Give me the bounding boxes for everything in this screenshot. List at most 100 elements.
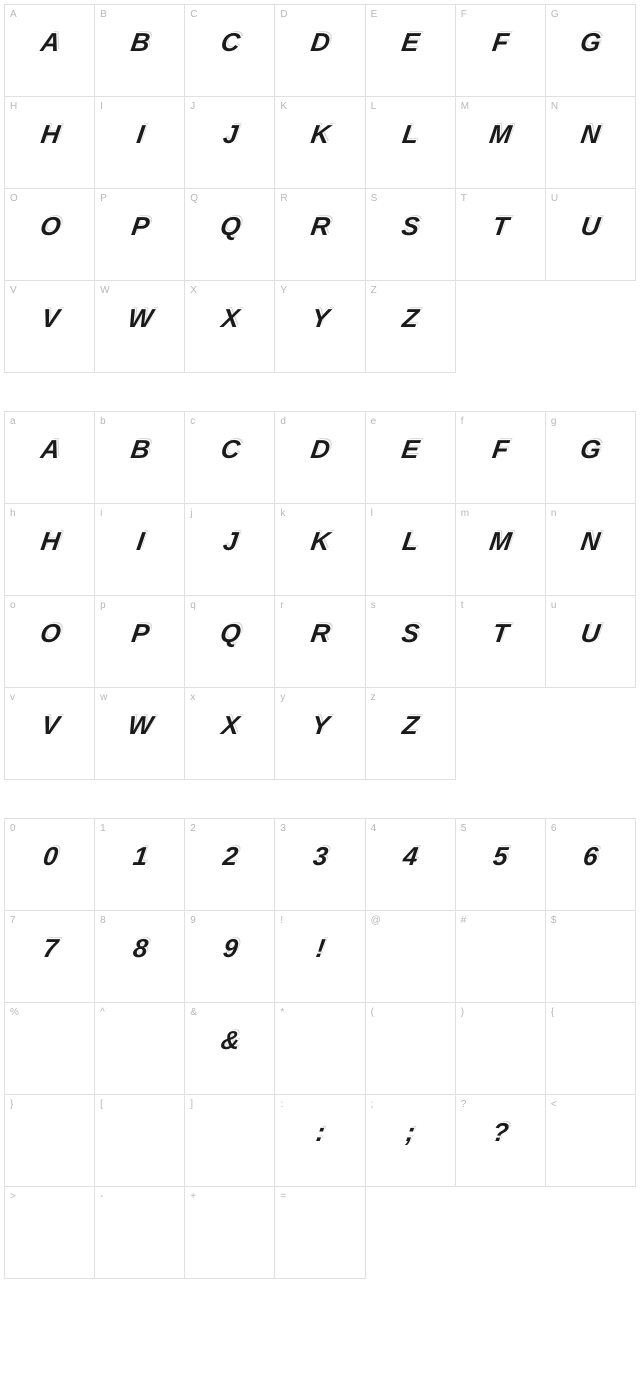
glyph-cell-glyph: K — [309, 119, 331, 150]
glyph-cell: PP — [95, 189, 185, 281]
glyph-cell-glyph: N — [579, 119, 601, 150]
glyph-cell-glyph: M — [488, 119, 513, 150]
glyph-cell: dD — [275, 412, 365, 504]
glyph-cell: jJ — [185, 504, 275, 596]
glyph-cell-label: w — [100, 692, 107, 703]
glyph-cell-label: P — [100, 193, 107, 204]
glyph-cell: < — [546, 1095, 636, 1187]
glyph-cell-glyph: M — [488, 526, 513, 557]
glyph-cell-label: D — [280, 9, 287, 20]
glyph-cell: AA — [5, 5, 95, 97]
glyph-cell-glyph: Z — [401, 710, 420, 741]
glyph-cell: $ — [546, 911, 636, 1003]
glyph-cell: bB — [95, 412, 185, 504]
glyph-cell-label: { — [551, 1007, 554, 1018]
glyph-cell-glyph: Z — [401, 303, 420, 334]
glyph-cell-glyph: ; — [404, 1117, 416, 1148]
glyph-cell: ) — [456, 1003, 546, 1095]
glyph-cell-label: a — [10, 416, 16, 427]
glyph-cell-glyph: 3 — [311, 841, 329, 872]
glyph-cell-label: * — [280, 1007, 284, 1018]
glyph-cell-label: = — [280, 1191, 286, 1202]
glyph-cell: ] — [185, 1095, 275, 1187]
glyph-cell-glyph: V — [39, 710, 60, 741]
glyph-cell: !! — [275, 911, 365, 1003]
glyph-cell: = — [275, 1187, 365, 1279]
glyph-cell: GG — [546, 5, 636, 97]
glyph-cell-label: r — [280, 600, 283, 611]
glyph-cell-glyph: 8 — [131, 933, 149, 964]
glyph-cell-glyph: C — [219, 434, 241, 465]
glyph-cell-label: ] — [190, 1099, 193, 1110]
glyph-cell-label: l — [371, 508, 373, 519]
glyph-cell-label: k — [280, 508, 285, 519]
glyph-cell: wW — [95, 688, 185, 780]
glyph-cell: kK — [275, 504, 365, 596]
glyph-cell-label: 9 — [190, 915, 196, 926]
glyph-cell: zZ — [366, 688, 456, 780]
glyph-cell: 33 — [275, 819, 365, 911]
glyph-cell-glyph: W — [126, 710, 154, 741]
glyph-cell-label: s — [371, 600, 376, 611]
glyph-cell-glyph: 1 — [131, 841, 149, 872]
glyph-cell: 77 — [5, 911, 95, 1003]
glyph-cell-label: m — [461, 508, 469, 519]
glyph-cell: lL — [366, 504, 456, 596]
glyph-cell-label: % — [10, 1007, 19, 1018]
glyph-cell: tT — [456, 596, 546, 688]
glyph-cell-label: o — [10, 600, 16, 611]
glyph-cell: hH — [5, 504, 95, 596]
glyph-cell-label: C — [190, 9, 197, 20]
glyph-cell-label: > — [10, 1191, 16, 1202]
glyph-cell: ( — [366, 1003, 456, 1095]
glyph-cell-label: j — [190, 508, 192, 519]
glyph-cell: fF — [456, 412, 546, 504]
glyph-cell: cC — [185, 412, 275, 504]
glyph-cell-glyph: L — [401, 526, 420, 557]
glyph-cell-label: q — [190, 600, 196, 611]
glyph-cell-glyph: A — [38, 27, 60, 58]
glyph-cell: BB — [95, 5, 185, 97]
glyph-cell-label: K — [280, 101, 287, 112]
glyph-cell: * — [275, 1003, 365, 1095]
glyph-cell: pP — [95, 596, 185, 688]
glyph-cell: vV — [5, 688, 95, 780]
glyph-cell: eE — [366, 412, 456, 504]
glyph-cell-glyph: Y — [310, 303, 331, 334]
glyph-cell: 00 — [5, 819, 95, 911]
glyph-cell: 88 — [95, 911, 185, 1003]
glyph-cell-label: 0 — [10, 823, 16, 834]
glyph-cell-glyph: S — [400, 618, 421, 649]
glyph-cell-label: # — [461, 915, 467, 926]
glyph-cell: EE — [366, 5, 456, 97]
glyph-cell-label: e — [371, 416, 377, 427]
glyph-cell-glyph: Q — [218, 211, 242, 242]
glyph-section-symbols: 00112233445566778899!!@#$%^&&*(){}[]::;;… — [4, 818, 636, 1279]
glyph-cell-label: < — [551, 1099, 557, 1110]
glyph-cell-label: A — [10, 9, 17, 20]
glyph-cell-glyph: 5 — [491, 841, 509, 872]
glyph-cell-glyph: P — [129, 618, 150, 649]
glyph-cell-label: X — [190, 285, 197, 296]
glyph-cell-label: I — [100, 101, 103, 112]
glyph-cell-label: T — [461, 193, 467, 204]
glyph-cell: DD — [275, 5, 365, 97]
glyph-cell: ZZ — [366, 281, 456, 373]
glyph-cell-glyph: W — [126, 303, 154, 334]
glyph-cell: OO — [5, 189, 95, 281]
glyph-cell-label: 1 — [100, 823, 106, 834]
glyph-cell-glyph: 6 — [582, 841, 600, 872]
glyph-cell-label: R — [280, 193, 287, 204]
glyph-cell-label: 7 — [10, 915, 16, 926]
glyph-cell-label: L — [371, 101, 377, 112]
glyph-cell-label: : — [280, 1099, 283, 1110]
glyph-cell-glyph: X — [219, 303, 240, 334]
glyph-cell: 66 — [546, 819, 636, 911]
glyph-cell-glyph: Q — [218, 618, 242, 649]
glyph-cell: aA — [5, 412, 95, 504]
glyph-cell-glyph: K — [309, 526, 331, 557]
glyph-cell-glyph: O — [38, 211, 62, 242]
glyph-cell-glyph: J — [221, 119, 239, 150]
glyph-cell-label: u — [551, 600, 557, 611]
glyph-cell-glyph: T — [491, 211, 510, 242]
